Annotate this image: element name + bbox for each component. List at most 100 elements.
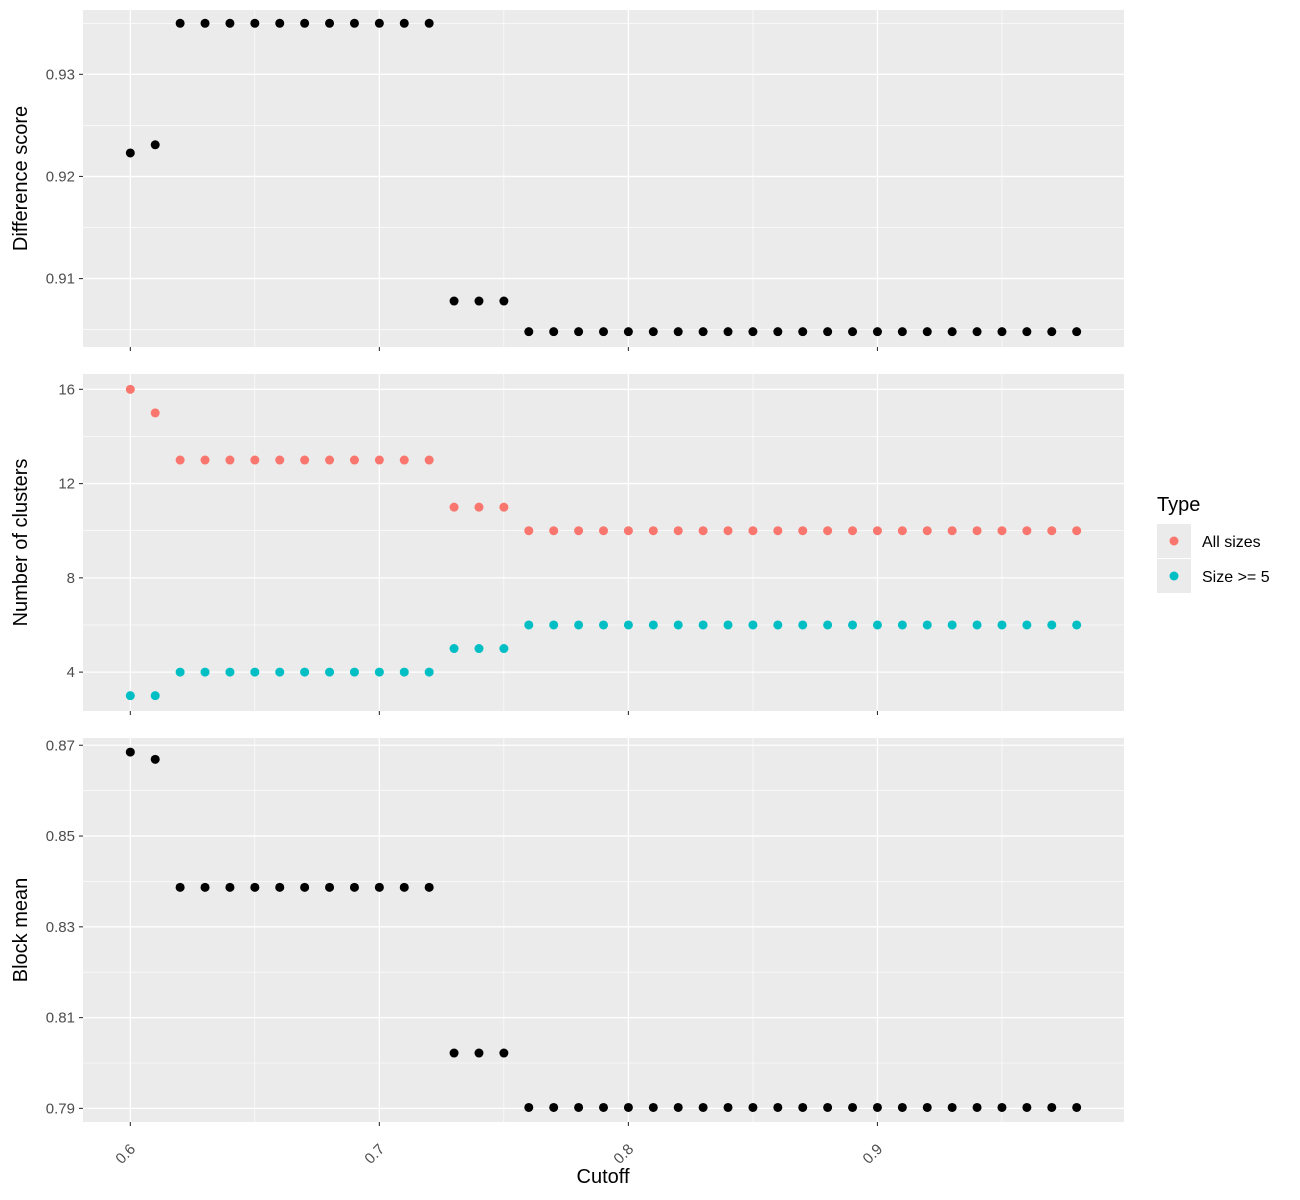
data-point (723, 1102, 733, 1112)
data-point (524, 1102, 534, 1112)
data-point (150, 408, 160, 418)
data-point (499, 502, 509, 512)
data-point (399, 882, 409, 892)
legend: Type All sizes Size >= 5 (1157, 494, 1270, 593)
data-point (424, 882, 434, 892)
data-point (922, 620, 932, 630)
data-point (997, 620, 1007, 630)
data-point (275, 882, 285, 892)
data-point (823, 1102, 833, 1112)
data-point (698, 620, 708, 630)
y-axis-title: Difference score (10, 106, 32, 251)
data-point (872, 526, 882, 536)
data-point (499, 644, 509, 654)
y-tick-label: 8 (67, 570, 75, 587)
legend-dot-all-sizes (1169, 536, 1179, 546)
data-point (349, 455, 359, 465)
data-point (848, 1102, 858, 1112)
data-point (300, 455, 310, 465)
data-point (325, 18, 335, 28)
data-point (150, 691, 160, 701)
data-point (399, 455, 409, 465)
panel-background (83, 738, 1124, 1122)
data-point (623, 327, 633, 337)
data-point (623, 620, 633, 630)
data-point (897, 620, 907, 630)
data-point (250, 455, 260, 465)
data-point (200, 667, 210, 677)
data-point (574, 620, 584, 630)
data-point (474, 1048, 484, 1058)
x-tick-label: 0.7 (361, 1141, 388, 1168)
panel-background (83, 10, 1124, 347)
data-point (798, 620, 808, 630)
data-point (374, 882, 384, 892)
data-point (648, 526, 658, 536)
data-point (399, 18, 409, 28)
data-point (549, 526, 559, 536)
y-tick-label: 0.79 (46, 1100, 75, 1117)
data-point (424, 455, 434, 465)
data-point (673, 1102, 683, 1112)
data-point (549, 1102, 559, 1112)
data-point (922, 526, 932, 536)
data-point (599, 327, 608, 337)
data-point (748, 327, 758, 337)
data-point (1022, 526, 1032, 536)
data-point (623, 1102, 633, 1112)
data-point (200, 882, 210, 892)
data-point (125, 747, 135, 757)
data-point (723, 620, 733, 630)
data-point (947, 1102, 957, 1112)
data-point (947, 526, 957, 536)
panels-layer: 0.91 0.92 0.93 Difference score 4 8 12 16 Number… (10, 10, 1124, 1168)
panel-1: 0.91 0.92 0.93 Difference score (10, 10, 1124, 351)
data-point (175, 667, 185, 677)
legend-label-size-ge-5: Size >= 5 (1202, 569, 1270, 586)
data-point (623, 526, 633, 536)
data-point (798, 327, 808, 337)
data-point (1022, 1102, 1032, 1112)
y-tick-label: 0.93 (46, 66, 75, 83)
data-point (574, 1102, 584, 1112)
y-axis-title: Block mean (10, 878, 32, 983)
data-point (524, 327, 534, 337)
data-point (798, 526, 808, 536)
data-point (150, 754, 160, 764)
data-point (424, 667, 434, 677)
data-point (897, 526, 907, 536)
data-point (1047, 620, 1057, 630)
data-point (499, 296, 509, 306)
data-point (1047, 526, 1057, 536)
data-point (300, 882, 310, 892)
data-point (449, 1048, 459, 1058)
data-point (1022, 327, 1032, 337)
data-point (823, 620, 833, 630)
data-point (474, 296, 484, 306)
legend-label-all-sizes: All sizes (1202, 534, 1261, 551)
data-point (275, 18, 285, 28)
data-point (773, 327, 783, 337)
data-point (698, 526, 708, 536)
y-tick-label: 16 (58, 381, 75, 398)
data-point (175, 882, 185, 892)
data-point (648, 1102, 658, 1112)
data-point (574, 526, 584, 536)
data-point (823, 327, 833, 337)
data-point (574, 327, 584, 337)
data-point (947, 620, 957, 630)
data-point (599, 1102, 608, 1112)
data-point (723, 526, 733, 536)
data-point (225, 18, 235, 28)
y-tick-label: 0.85 (46, 828, 75, 845)
data-point (524, 526, 534, 536)
data-point (698, 1102, 708, 1112)
data-point (1072, 327, 1082, 337)
data-point (848, 526, 858, 536)
y-tick-label: 4 (67, 664, 75, 681)
data-point (325, 882, 335, 892)
data-point (125, 384, 135, 394)
data-point (524, 620, 534, 630)
data-point (250, 18, 260, 28)
y-tick-label: 0.91 (46, 271, 75, 288)
